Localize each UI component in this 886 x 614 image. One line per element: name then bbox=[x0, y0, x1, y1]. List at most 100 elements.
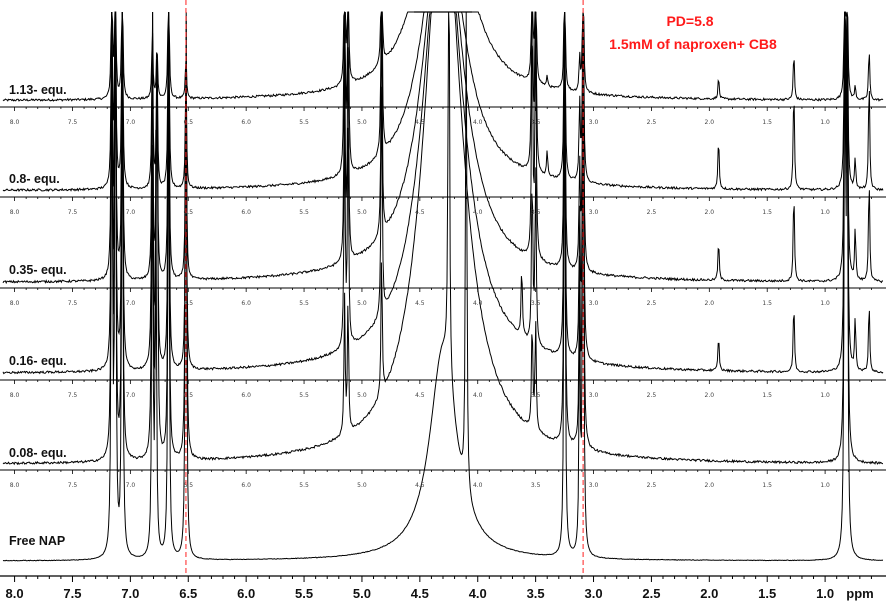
x-tick-label: 2.5 bbox=[642, 586, 660, 601]
spectrum-trace bbox=[2, 11, 884, 562]
inner-tick-label: 4.0 bbox=[473, 392, 483, 399]
inner-tick-label: 2.0 bbox=[705, 119, 715, 126]
inner-tick-label: 2.5 bbox=[647, 300, 657, 307]
trace-label: 0.16- equ. bbox=[9, 354, 67, 368]
inner-tick-label: 4.5 bbox=[415, 300, 425, 307]
inner-tick-label: 1.5 bbox=[762, 209, 772, 216]
inner-tick-label: 7.0 bbox=[126, 209, 136, 216]
inner-tick-label: 4.5 bbox=[415, 209, 425, 216]
spectrum-trace bbox=[2, 11, 884, 285]
spectrum-trace bbox=[2, 11, 884, 375]
inner-tick-label: 8.0 bbox=[10, 300, 20, 307]
inner-tick-label: 3.0 bbox=[589, 209, 599, 216]
inner-tick-label: 7.5 bbox=[68, 392, 78, 399]
inner-tick-label: 6.0 bbox=[241, 482, 251, 489]
inner-tick-label: 5.0 bbox=[357, 300, 367, 307]
trace-label: 0.8- equ. bbox=[9, 172, 60, 186]
inner-tick-label: 5.0 bbox=[357, 209, 367, 216]
inner-tick-label: 5.5 bbox=[299, 392, 309, 399]
inner-tick-label: 1.0 bbox=[820, 392, 830, 399]
inner-tick-label: 3.0 bbox=[589, 482, 599, 489]
x-tick-label: 7.0 bbox=[121, 586, 139, 601]
inner-tick-label: 7.5 bbox=[68, 209, 78, 216]
inner-tick-label: 3.0 bbox=[589, 392, 599, 399]
inner-tick-label: 4.0 bbox=[473, 119, 483, 126]
inner-tick-label: 1.5 bbox=[762, 300, 772, 307]
inner-tick-label: 4.0 bbox=[473, 209, 483, 216]
inner-tick-label: 6.5 bbox=[183, 300, 193, 307]
inner-tick-label: 5.0 bbox=[357, 119, 367, 126]
x-tick-label: 1.0 bbox=[816, 586, 834, 601]
trace-label: Free NAP bbox=[9, 534, 66, 548]
inner-tick-label: 8.0 bbox=[10, 119, 20, 126]
inner-tick-label: 6.5 bbox=[183, 119, 193, 126]
inner-tick-label: 7.0 bbox=[126, 300, 136, 307]
inner-tick-label: 1.0 bbox=[820, 482, 830, 489]
x-tick-label: 8.0 bbox=[6, 586, 24, 601]
trace-label: 0.35- equ. bbox=[9, 263, 67, 277]
inner-tick-label: 6.0 bbox=[241, 209, 251, 216]
inner-tick-label: 4.5 bbox=[415, 119, 425, 126]
inner-tick-label: 5.5 bbox=[299, 482, 309, 489]
inner-tick-label: 1.5 bbox=[762, 482, 772, 489]
inner-tick-label: 6.0 bbox=[241, 300, 251, 307]
x-tick-label: 4.5 bbox=[411, 586, 429, 601]
inner-tick-label: 4.0 bbox=[473, 482, 483, 489]
inner-tick-label: 4.0 bbox=[473, 300, 483, 307]
inner-tick-label: 3.5 bbox=[531, 482, 541, 489]
inner-tick-label: 5.5 bbox=[299, 119, 309, 126]
inner-tick-label: 5.5 bbox=[299, 300, 309, 307]
x-tick-label: 6.5 bbox=[179, 586, 197, 601]
reference-lines bbox=[185, 0, 584, 576]
chart-title: PD=5.8 bbox=[666, 13, 714, 29]
inner-tick-label: 6.0 bbox=[241, 392, 251, 399]
inner-tick-label: 3.5 bbox=[531, 209, 541, 216]
inner-tick-label: 2.5 bbox=[647, 482, 657, 489]
inner-tick-label: 3.5 bbox=[531, 300, 541, 307]
inner-tick-label: 4.5 bbox=[415, 392, 425, 399]
inner-tick-label: 7.5 bbox=[68, 482, 78, 489]
x-tick-label: 4.0 bbox=[469, 586, 487, 601]
inner-tick-label: 7.0 bbox=[126, 119, 136, 126]
x-tick-label: 3.0 bbox=[584, 586, 602, 601]
inner-tick-label: 8.0 bbox=[10, 209, 20, 216]
inner-tick-label: 5.5 bbox=[299, 209, 309, 216]
inner-tick-label: 2.5 bbox=[647, 209, 657, 216]
inner-tick-label: 6.5 bbox=[183, 482, 193, 489]
inner-tick-label: 6.0 bbox=[241, 119, 251, 126]
inner-tick-label: 3.5 bbox=[531, 392, 541, 399]
chart-subtitle: 1.5mM of naproxen+ CB8 bbox=[609, 36, 777, 52]
spectra-traces bbox=[2, 11, 884, 562]
inner-tick-label: 5.0 bbox=[357, 392, 367, 399]
inner-tick-label: 7.0 bbox=[126, 392, 136, 399]
inner-tick-label: 3.0 bbox=[589, 119, 599, 126]
inner-tick-label: 2.5 bbox=[647, 392, 657, 399]
inner-tick-label: 1.0 bbox=[820, 300, 830, 307]
x-tick-label: 7.5 bbox=[63, 586, 81, 601]
inner-tick-label: 2.0 bbox=[705, 482, 715, 489]
inner-tick-label: 1.0 bbox=[820, 119, 830, 126]
inner-tick-label: 4.5 bbox=[415, 482, 425, 489]
inner-tick-label: 2.0 bbox=[705, 209, 715, 216]
inner-tick-label: 1.0 bbox=[820, 209, 830, 216]
inner-tick-label: 8.0 bbox=[10, 482, 20, 489]
x-tick-label: 5.5 bbox=[295, 586, 313, 601]
x-axis-label: ppm bbox=[846, 586, 873, 601]
x-tick-label: 6.0 bbox=[237, 586, 255, 601]
x-tick-label: 2.0 bbox=[700, 586, 718, 601]
inner-axes: 8.0 7.5 7.0 6.5 6.0 5.5 5.0 4.5 4.0 3.5 3.0 2.5 2.0 1… bbox=[0, 106, 886, 489]
inner-tick-label: 5.0 bbox=[357, 482, 367, 489]
inner-tick-label: 3.5 bbox=[531, 119, 541, 126]
inner-tick-label: 2.0 bbox=[705, 300, 715, 307]
inner-tick-label: 1.5 bbox=[762, 119, 772, 126]
x-tick-label: 5.0 bbox=[353, 586, 371, 601]
x-tick-label: 3.5 bbox=[527, 586, 545, 601]
inner-tick-label: 6.5 bbox=[183, 209, 193, 216]
trace-label: 1.13- equ. bbox=[9, 83, 67, 97]
bottom-axis: 8.0 7.5 7.0 6.5 6.0 5.5 5.0 4.5 4.0 3.5 3.0 2.5 2.0 1… bbox=[0, 575, 886, 601]
inner-tick-label: 2.5 bbox=[647, 119, 657, 126]
inner-tick-label: 7.5 bbox=[68, 300, 78, 307]
inner-tick-label: 2.0 bbox=[705, 392, 715, 399]
